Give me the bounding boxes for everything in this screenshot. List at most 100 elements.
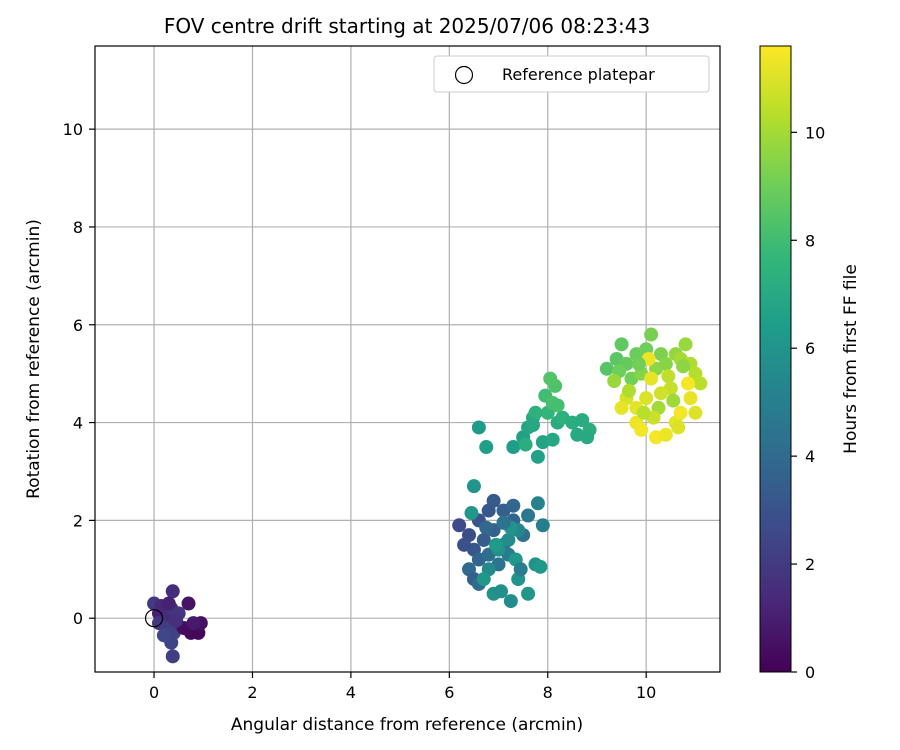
- x-tick-label: 10: [636, 683, 656, 702]
- reference-marker-layer: [144, 609, 164, 628]
- data-point: [494, 584, 509, 599]
- data-point: [476, 572, 491, 587]
- data-point: [614, 337, 629, 352]
- data-point: [634, 422, 649, 437]
- y-axis-label: Rotation from reference (arcmin): [24, 219, 44, 499]
- x-tick-label: 0: [149, 683, 159, 702]
- data-point: [464, 506, 479, 521]
- y-tick-label: 4: [73, 414, 83, 433]
- data-point: [165, 584, 180, 599]
- data-point: [471, 420, 486, 435]
- data-point: [636, 405, 651, 420]
- data-point: [614, 400, 629, 415]
- data-point: [457, 537, 472, 552]
- data-point: [181, 596, 196, 611]
- data-point: [658, 427, 673, 442]
- data-point: [156, 628, 171, 643]
- data-point: [513, 562, 528, 577]
- plot-frame: [94, 45, 721, 673]
- data-point: [496, 515, 511, 530]
- colorbar-gradient: [760, 46, 791, 672]
- data-point: [466, 479, 481, 494]
- colorbar-tick-label: 6: [805, 339, 815, 358]
- colorbar-tick-label: 0: [805, 663, 815, 682]
- data-point: [688, 405, 703, 420]
- data-point: [644, 327, 659, 342]
- data-point: [575, 413, 590, 428]
- data-point: [693, 376, 708, 391]
- colorbar-tick-label: 8: [805, 231, 815, 250]
- reference-platepar-marker: [144, 609, 164, 628]
- data-point: [550, 398, 565, 413]
- y-tick-label: 0: [73, 609, 83, 628]
- legend-entry-label: Reference platepar: [502, 65, 655, 84]
- y-axis-ticks: 0 2 4 6 8 10: [63, 120, 95, 628]
- data-point: [658, 356, 673, 371]
- data-point: [644, 371, 659, 386]
- data-point: [673, 405, 688, 420]
- data-point: [525, 418, 540, 433]
- y-tick-label: 6: [73, 316, 83, 335]
- data-point: [165, 649, 180, 664]
- data-point: [678, 337, 693, 352]
- data-point: [683, 391, 698, 406]
- data-point: [501, 532, 516, 547]
- data-point: [533, 559, 548, 574]
- data-point: [479, 520, 494, 535]
- data-point: [653, 386, 668, 401]
- x-tick-label: 4: [346, 683, 356, 702]
- data-point: [535, 518, 550, 533]
- data-point: [676, 359, 691, 374]
- legend-marker-icon: [454, 65, 474, 85]
- legend-box: [433, 55, 710, 93]
- data-point: [476, 532, 491, 547]
- data-point: [503, 594, 518, 609]
- grid-lines: [95, 46, 720, 672]
- data-point: [621, 383, 636, 398]
- y-tick-label: 8: [73, 218, 83, 237]
- data-point: [506, 498, 521, 513]
- data-point: [599, 361, 614, 376]
- data-point: [661, 369, 676, 384]
- data-point: [543, 371, 558, 386]
- data-point: [580, 430, 595, 445]
- data-point: [528, 405, 543, 420]
- data-point: [486, 493, 501, 508]
- data-point: [489, 537, 504, 552]
- colorbar-tick-label: 10: [805, 123, 825, 142]
- y-tick-label: 10: [63, 120, 83, 139]
- colorbar-tick-label: 2: [805, 555, 815, 574]
- colorbar-ticks: 0 2 4 6 8 10: [791, 123, 825, 682]
- data-point: [506, 440, 521, 455]
- x-axis-label: Angular distance from reference (arcmin): [231, 715, 583, 735]
- data-point: [521, 586, 536, 601]
- y-tick-label: 2: [73, 511, 83, 530]
- data-point: [169, 613, 184, 628]
- chart-title: FOV centre drift starting at 2025/07/06 …: [164, 14, 650, 38]
- x-tick-label: 6: [444, 683, 454, 702]
- data-point: [671, 420, 686, 435]
- data-point: [530, 496, 545, 511]
- data-point: [518, 437, 533, 452]
- colorbar-label: Hours from first FF file: [841, 264, 861, 454]
- data-point: [161, 596, 176, 611]
- x-axis-ticks: 0 2 4 6 8 10: [149, 672, 656, 702]
- data-point: [666, 393, 681, 408]
- data-point: [639, 391, 654, 406]
- legend: Reference platepar: [433, 55, 710, 93]
- data-point: [530, 449, 545, 464]
- data-point: [521, 508, 536, 523]
- data-point: [631, 356, 646, 371]
- data-point: [479, 440, 494, 455]
- colorbar-frame: [759, 45, 792, 673]
- colorbar-tick-label: 4: [805, 447, 815, 466]
- data-point: [545, 432, 560, 447]
- data-point: [452, 518, 467, 533]
- data-point: [607, 374, 622, 389]
- colorbar: 0 2 4 6 8 10 Hours from first FF file: [759, 45, 861, 682]
- data-point: [186, 616, 201, 631]
- x-tick-label: 2: [247, 683, 257, 702]
- x-tick-label: 8: [543, 683, 553, 702]
- data-point: [681, 376, 696, 391]
